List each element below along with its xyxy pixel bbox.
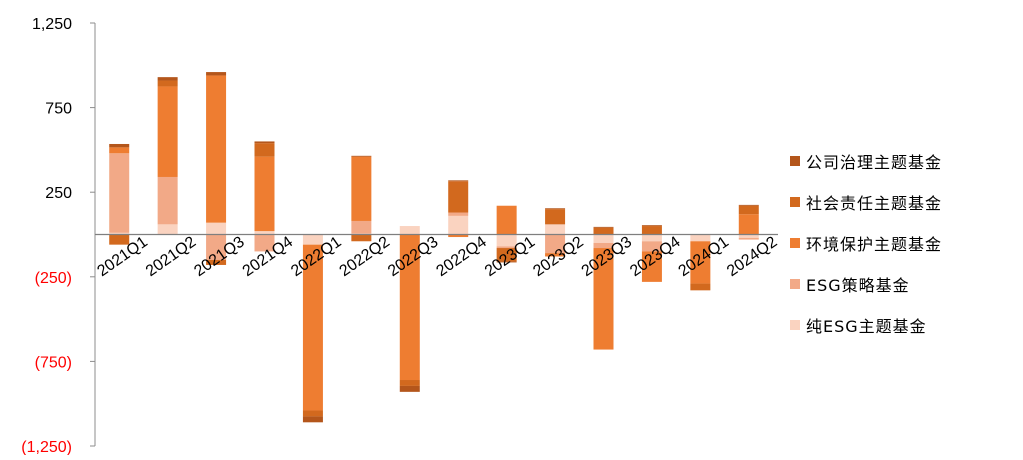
bar-segment — [448, 215, 469, 235]
bar-segment — [738, 237, 759, 240]
bar-segment — [448, 234, 469, 238]
legend-swatch — [790, 237, 800, 248]
bar-segment — [206, 75, 227, 223]
legend-item: ESG策略基金 — [790, 273, 942, 295]
bar-segment — [254, 156, 275, 232]
bar-segment — [738, 205, 759, 215]
bar-segment — [206, 72, 227, 76]
bar-segment — [496, 234, 517, 247]
bar-segment — [109, 143, 130, 148]
bar-segment — [109, 234, 130, 245]
legend-swatch — [790, 319, 800, 330]
bar-segment — [641, 234, 662, 242]
bar-segment — [545, 253, 566, 257]
x-tick-label: 2021Q2 — [143, 233, 199, 280]
legend-label: 纯ESG主题基金 — [806, 316, 927, 336]
bar-segment — [738, 204, 759, 206]
bar-segment — [593, 226, 614, 228]
legend-swatch — [790, 155, 800, 166]
bar-segment — [302, 416, 323, 423]
bar-segment — [545, 209, 566, 225]
bar-segment — [351, 156, 372, 221]
bar-segment — [641, 225, 662, 227]
legend-item: 纯ESG主题基金 — [790, 314, 942, 336]
bar-segment — [109, 147, 130, 154]
bar-segment — [448, 181, 469, 213]
y-tick-label: (1,250) — [21, 439, 72, 455]
bar-segment — [206, 234, 227, 260]
bar-segment — [593, 248, 614, 350]
y-tick-label: (750) — [35, 354, 72, 371]
bar-segment — [545, 224, 566, 235]
bar-segment — [593, 234, 614, 243]
chart-legend: 公司治理主题基金 社会责任主题基金 环境保护主题基金 ESG策略基金 纯ESG主题基金 — [790, 150, 942, 355]
y-axis: 1,250 750 250 (250) (750) (1,250) — [21, 16, 96, 456]
bar-segment — [496, 248, 517, 262]
bar-segment — [738, 214, 759, 235]
x-axis-labels: 2021Q12021Q22021Q32021Q42022Q12022Q22022… — [94, 233, 780, 280]
bar-segment — [351, 220, 372, 234]
bar-segment — [302, 410, 323, 417]
bar-segment — [254, 141, 275, 144]
legend-item: 环境保护主题基金 — [790, 232, 943, 254]
bar-segment — [399, 234, 420, 381]
bar-segment — [496, 261, 517, 263]
bar-segment — [738, 234, 759, 238]
legend-label: 公司治理主题基金 — [806, 152, 943, 172]
x-tick-label: 2024Q2 — [724, 233, 780, 280]
bar-segment — [448, 212, 469, 216]
legend-swatch — [790, 278, 800, 289]
legend-label: 社会责任主题基金 — [806, 193, 943, 213]
bar-segment — [254, 231, 275, 235]
bar-segment — [593, 227, 614, 235]
y-tick-label: (250) — [35, 270, 72, 287]
bar-segment — [157, 80, 178, 87]
legend-swatch — [790, 196, 800, 207]
bar-segment — [351, 234, 372, 242]
bar-segment — [448, 180, 469, 182]
bar-segment — [157, 224, 178, 235]
bar-segment — [351, 155, 372, 157]
bar-segment — [641, 251, 662, 282]
bar-segment — [109, 153, 130, 233]
legend-item: 公司治理主题基金 — [790, 150, 943, 172]
bar-segment — [109, 232, 130, 235]
y-tick-label: 250 — [45, 185, 72, 202]
legend-item: 社会责任主题基金 — [790, 191, 943, 213]
bar-segment — [690, 283, 711, 291]
bar-segment — [545, 208, 566, 210]
bar-segment — [690, 234, 711, 242]
bar-segment — [545, 234, 566, 254]
bar-segment — [399, 385, 420, 392]
bar-segment — [399, 226, 420, 235]
bar-segment — [641, 241, 662, 252]
legend-label: 环境保护主题基金 — [806, 234, 943, 254]
bar-stacks — [109, 72, 759, 423]
bar-segment — [157, 176, 178, 225]
bar-segment — [157, 77, 178, 81]
bar-segment — [302, 244, 323, 411]
bar-segment — [254, 143, 275, 157]
bar-segment — [496, 246, 517, 249]
bar-segment — [206, 222, 227, 235]
bar-segment — [496, 205, 517, 235]
bar-segment — [690, 241, 711, 284]
legend-label: ESG策略基金 — [806, 275, 910, 295]
x-tick-label: 2022Q4 — [433, 233, 489, 280]
bar-segment — [641, 226, 662, 235]
y-tick-label: 1,250 — [32, 16, 72, 33]
y-tick-label: 750 — [45, 101, 72, 118]
bar-segment — [302, 234, 323, 245]
bar-segment — [593, 242, 614, 249]
bar-segment — [206, 259, 227, 265]
bar-segment — [254, 234, 275, 252]
bar-segment — [157, 86, 178, 177]
bar-segment — [399, 380, 420, 386]
